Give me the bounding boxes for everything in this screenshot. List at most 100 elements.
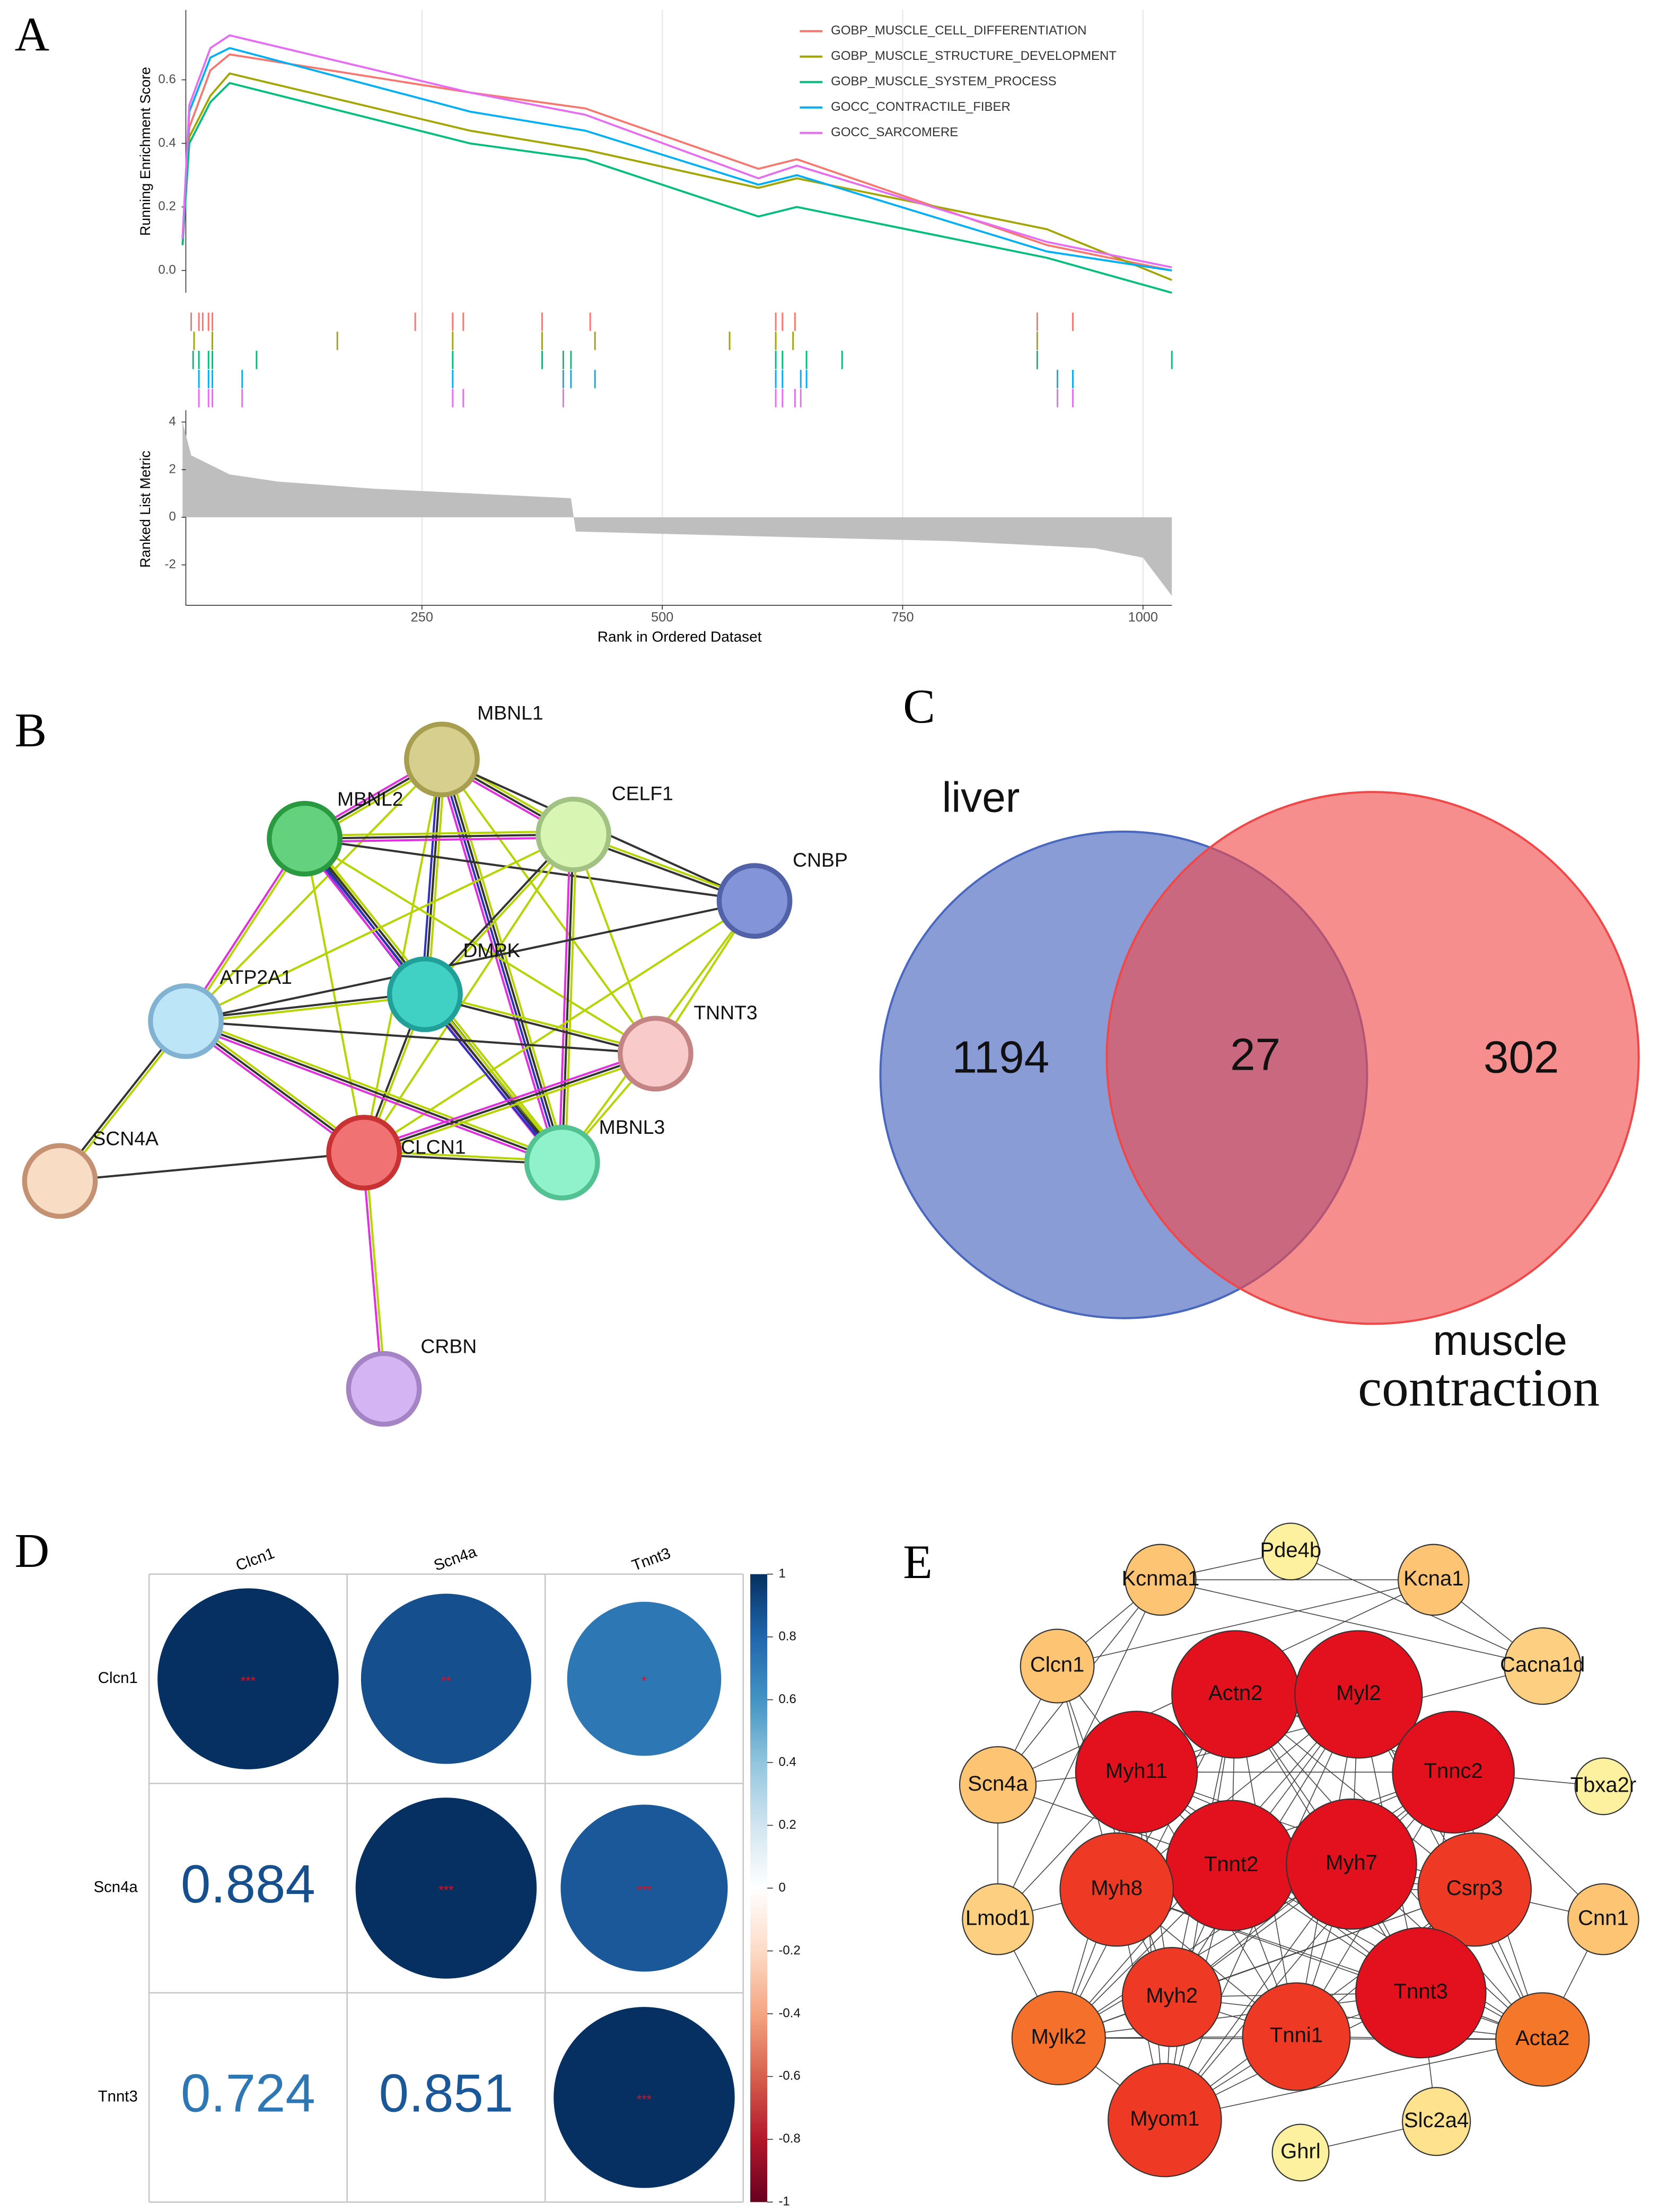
colorbar-label: 0.4 <box>778 1755 796 1769</box>
network-edge <box>303 838 365 1153</box>
gene-label: Tnnt3 <box>1394 1980 1448 2003</box>
protein-label: DMPK <box>463 939 520 962</box>
gene-label: Tnni1 <box>1270 2024 1323 2047</box>
y-tick-label: 0.2 <box>158 199 175 214</box>
y-tick-label: 0 <box>169 509 175 524</box>
gene-label: Clcn1 <box>1030 1653 1084 1677</box>
gene-label: Myh7 <box>1326 1851 1377 1874</box>
correlation-circle <box>157 1588 339 1769</box>
correlation-circle <box>554 2007 735 2188</box>
legend-label: GOBP_MUSCLE_STRUCTURE_DEVELOPMENT <box>831 49 1117 63</box>
network-edge <box>1164 2039 1543 2121</box>
network-edge <box>364 1055 657 1157</box>
protein-label: CELF1 <box>612 782 673 804</box>
x-tick-label: 250 <box>411 610 433 625</box>
protein-label: TNNT3 <box>694 1001 757 1024</box>
protein-node <box>524 1124 600 1201</box>
network-edge <box>427 760 446 995</box>
protein-node <box>148 983 224 1059</box>
enrichment-line <box>181 53 1172 272</box>
network-edge <box>363 1050 655 1151</box>
gene-label: Myom1 <box>1130 2107 1199 2130</box>
panel-label: D <box>15 1524 50 1578</box>
legend-label: GOCC_SARCOMERE <box>831 125 958 139</box>
colorbar-label: 0.2 <box>778 1818 796 1832</box>
gene-label: Slc2a4 <box>1404 2109 1469 2132</box>
network-edge <box>304 830 574 837</box>
set-label: muscle <box>1433 1317 1567 1364</box>
enrichment-line <box>181 82 1172 294</box>
gene-node <box>1495 1992 1590 2087</box>
colorbar-label: -0.2 <box>778 1943 800 1958</box>
panel-label: E <box>903 1535 932 1589</box>
gene-node <box>1504 1627 1582 1705</box>
gene-node <box>1011 1990 1106 2085</box>
network-edge <box>561 834 575 1163</box>
row-label: Scn4a <box>94 1879 138 1896</box>
gene-node <box>1286 1798 1417 1930</box>
network-edge <box>564 834 578 1163</box>
protein-label: MBNL2 <box>337 788 403 810</box>
significance: *** <box>637 2093 652 2107</box>
network-edge <box>364 1152 387 1389</box>
protein-label: SCN4A <box>92 1127 159 1149</box>
network-edge <box>425 991 656 1053</box>
network-edge <box>59 1151 364 1182</box>
gene-node <box>1271 2123 1330 2182</box>
gene-node <box>1059 1832 1174 1947</box>
gene-node <box>1574 1757 1632 1816</box>
protein-label: MBNL3 <box>599 1116 665 1138</box>
network-edge <box>424 759 443 994</box>
gene-label: Csrp3 <box>1446 1876 1503 1900</box>
correlation-circle <box>361 1593 531 1764</box>
y-tick-label: 0.4 <box>158 136 175 150</box>
correlation-value: 0.724 <box>181 2064 315 2123</box>
network-edge <box>304 836 574 843</box>
network-edge <box>424 994 656 1056</box>
protein-label: CRBN <box>420 1335 477 1358</box>
gene-label: Kcnma1 <box>1121 1567 1199 1590</box>
protein-node <box>326 1115 402 1191</box>
significance: *** <box>241 1674 256 1688</box>
network-edge <box>304 833 574 840</box>
network-edge <box>186 900 755 1023</box>
significance: *** <box>637 1883 652 1898</box>
protein-label: ATP2A1 <box>220 966 292 988</box>
gene-label: Lmod1 <box>965 1906 1030 1929</box>
gene-node <box>1125 1544 1197 1616</box>
correlation-circle <box>355 1797 537 1979</box>
network-edge <box>1172 1996 1543 2040</box>
gene-label: Acta2 <box>1515 2026 1569 2050</box>
enrichment-line <box>181 34 1172 269</box>
y-tick-label: 0.0 <box>158 263 175 277</box>
colorbar <box>750 1574 768 2202</box>
network-edge <box>304 838 656 1055</box>
network-edge <box>364 1052 656 1154</box>
colorbar-label: 0.8 <box>778 1629 796 1643</box>
colorbar-label: -0.4 <box>778 2006 800 2020</box>
colorbar-label: -1 <box>778 2195 789 2209</box>
protein-label: MBNL1 <box>477 701 543 724</box>
x-tick-label: 500 <box>651 610 673 625</box>
significance: *** <box>438 1883 453 1898</box>
network-edge <box>997 1579 1161 1920</box>
colorbar-label: 1 <box>778 1566 785 1581</box>
gene-node <box>1261 1522 1320 1581</box>
protein-node <box>267 800 343 877</box>
x-tick-label: 1000 <box>1128 610 1158 625</box>
network-edge <box>572 834 657 1054</box>
protein-node <box>617 1016 694 1092</box>
gene-label: Tbxa2r <box>1570 1773 1637 1796</box>
gene-label: Actn2 <box>1208 1681 1262 1705</box>
colorbar-label: 0 <box>778 1880 785 1894</box>
network-edge <box>185 991 425 1021</box>
correlation-circle <box>567 1601 722 1756</box>
gene-label: Pde4b <box>1260 1539 1321 1562</box>
gene-node <box>1417 1832 1532 1947</box>
significance: ** <box>441 1674 451 1688</box>
protein-node <box>387 956 463 1033</box>
gene-label: Mylk2 <box>1031 2025 1086 2048</box>
network-edge <box>186 1017 564 1161</box>
gene-node <box>1121 1946 1222 2047</box>
